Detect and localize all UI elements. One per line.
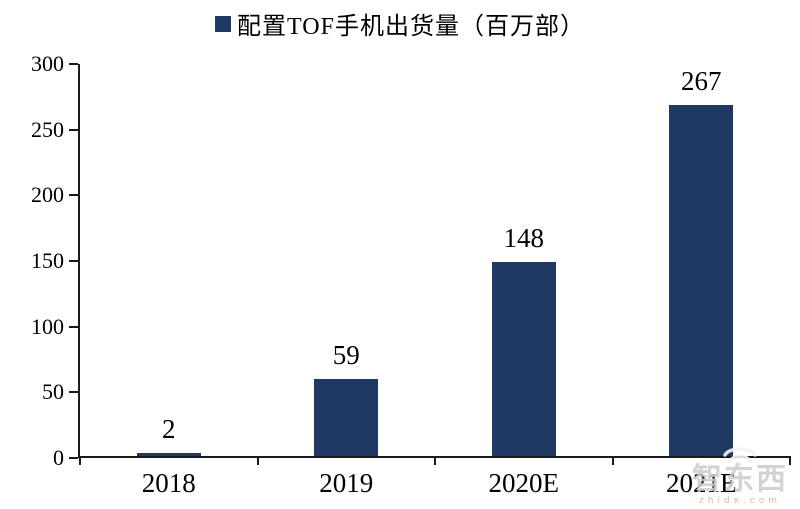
- y-axis-tick: [69, 325, 78, 328]
- bar: [669, 105, 734, 456]
- x-axis-tick: [789, 456, 791, 465]
- y-axis-tick: [69, 194, 78, 197]
- x-axis-tick: [79, 456, 81, 465]
- y-axis-tick: [69, 457, 78, 459]
- y-axis-tick: [69, 63, 78, 65]
- y-axis-tick: [69, 391, 78, 394]
- x-axis-tick: [611, 456, 614, 465]
- bar: [314, 378, 379, 456]
- y-axis-tick-label: 300: [31, 51, 64, 76]
- chart-legend: 配置TOF手机出货量（百万部）: [0, 6, 800, 41]
- bar-value-label: 2: [162, 414, 176, 445]
- bar: [136, 453, 201, 456]
- bar-column: 148 2020E: [435, 64, 613, 498]
- y-axis-tick-label: 100: [31, 313, 64, 339]
- x-category-label: 2019: [319, 468, 374, 498]
- bar-column: 267 2021E: [613, 64, 791, 498]
- y-axis-tick-label: 0: [53, 445, 64, 470]
- x-category-label: 2020E: [488, 468, 560, 498]
- bar-value-label: 59: [332, 339, 360, 370]
- x-axis-tick: [256, 456, 259, 465]
- y-axis-tick-label: 150: [31, 248, 64, 273]
- y-axis-tick: [69, 260, 78, 262]
- bar-value-label: 148: [503, 222, 545, 253]
- y-axis-tick: [69, 128, 78, 131]
- y-axis-tick-label: 200: [31, 182, 64, 208]
- y-axis-tick-label: 250: [31, 116, 64, 142]
- bar: [491, 261, 556, 456]
- bar-column: 2 2018: [80, 64, 258, 498]
- x-category-label: 2018: [141, 468, 196, 498]
- legend-swatch-icon: [215, 15, 232, 32]
- x-category-label: 2021E: [666, 468, 737, 498]
- legend-series-label: 配置TOF手机出货量（百万部）: [237, 14, 585, 40]
- y-axis-tick-label: 50: [42, 379, 64, 405]
- bar-column: 59 2019: [258, 64, 436, 498]
- plot-area: 0 50 100 150 200 250 300 2 2018 59 2019 148 2020E 267…: [31, 52, 791, 498]
- bar-value-label: 267: [681, 66, 722, 97]
- x-axis-tick: [434, 456, 436, 465]
